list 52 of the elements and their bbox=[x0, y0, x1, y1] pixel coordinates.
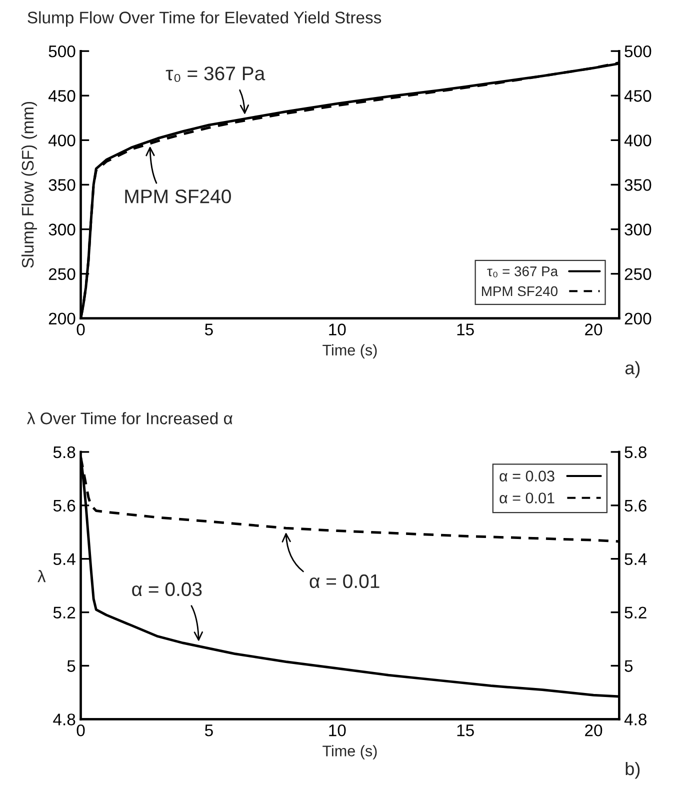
text: b) bbox=[626, 762, 640, 779]
x-tick-label: 0 bbox=[76, 724, 85, 736]
y2-tick-label: 5 bbox=[624, 660, 633, 672]
y-tick-label: 5 bbox=[67, 660, 76, 672]
y-tick-label: 5.4 bbox=[53, 553, 76, 566]
y-tick-label: 300 bbox=[48, 224, 76, 236]
legend-label: MPM SF240 bbox=[482, 286, 558, 296]
annotation: α = 0.01 bbox=[310, 574, 380, 588]
y-tick-label: 5.8 bbox=[53, 446, 76, 458]
y2-tick-label: 450 bbox=[624, 90, 652, 102]
legend-label: α = 0.03 bbox=[500, 470, 554, 482]
y-tick-label: 200 bbox=[48, 312, 76, 325]
y-axis-title: λ bbox=[38, 570, 46, 582]
y2-tick-label: 5.8 bbox=[624, 446, 646, 458]
x-tick-label: 15 bbox=[457, 724, 474, 736]
y-tick-label: 4.8 bbox=[53, 714, 76, 726]
x-tick-label: 5 bbox=[204, 724, 213, 736]
y2-tick-label: 4.8 bbox=[624, 714, 646, 726]
legend-label: α = 0.01 bbox=[500, 492, 554, 504]
chart-title: Slump Flow Over Time for Elevated Yield Stress bbox=[28, 11, 382, 27]
y-tick-label: 350 bbox=[48, 179, 76, 191]
y-axis-title: Slump Flow (SF) (mm) bbox=[21, 102, 37, 268]
y2-tick-label: 5.6 bbox=[624, 500, 646, 512]
y2-tick-label: 350 bbox=[624, 179, 652, 191]
x-axis-title: Time (s) bbox=[322, 745, 377, 760]
x-axis-title: Time (s) bbox=[322, 344, 377, 359]
annotation: MPM SF240 bbox=[125, 190, 231, 204]
y-tick-label: 500 bbox=[48, 45, 76, 58]
y-tick-label: 5.2 bbox=[53, 606, 76, 618]
y2-tick-label: 200 bbox=[624, 312, 652, 325]
x-tick-label: 10 bbox=[329, 724, 346, 736]
y2-tick-label: 300 bbox=[624, 224, 652, 236]
y-tick-label: 450 bbox=[48, 90, 76, 102]
x-tick-label: 5 bbox=[204, 324, 213, 336]
legend-label: τ₀ = 367 Pa bbox=[487, 266, 558, 278]
x-tick-label: 0 bbox=[76, 324, 85, 336]
y-tick-label: 400 bbox=[48, 134, 76, 146]
x-tick-label: 20 bbox=[585, 724, 602, 736]
text: a) bbox=[625, 361, 640, 378]
y2-tick-label: 5.4 bbox=[624, 553, 647, 566]
annotation: α = 0.03 bbox=[132, 582, 202, 596]
annotation: τ₀ = 367 Pa bbox=[166, 66, 266, 82]
chart-title: λ Over Time for Increased α bbox=[27, 412, 232, 424]
y-tick-label: 5.6 bbox=[53, 500, 76, 512]
y-tick-label: 250 bbox=[48, 268, 76, 280]
y2-tick-label: 500 bbox=[624, 45, 652, 58]
y2-tick-label: 400 bbox=[624, 134, 652, 146]
y2-tick-label: 5.2 bbox=[624, 606, 646, 618]
x-tick-label: 10 bbox=[329, 324, 346, 336]
x-tick-label: 15 bbox=[457, 324, 474, 336]
x-tick-label: 20 bbox=[585, 324, 602, 336]
y2-tick-label: 250 bbox=[624, 268, 652, 280]
